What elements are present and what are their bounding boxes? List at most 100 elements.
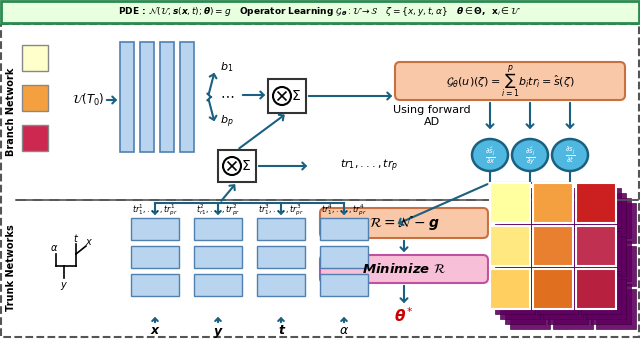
Text: $tr_1^1,...,tr_{pr}^1$: $tr_1^1,...,tr_{pr}^1$ (132, 202, 178, 218)
Bar (576, 183, 616, 223)
Bar (257, 246, 305, 268)
Bar (120, 42, 134, 152)
Bar (22, 85, 48, 111)
Bar (543, 236, 583, 276)
Text: $t_{r1}^2,...,tr_{pr}^2$: $t_{r1}^2,...,tr_{pr}^2$ (196, 202, 240, 218)
Bar (500, 236, 540, 276)
Text: Branch Network: Branch Network (6, 68, 16, 156)
Bar (548, 198, 588, 238)
Text: $\cdots$: $\cdots$ (220, 88, 234, 102)
FancyBboxPatch shape (320, 255, 488, 283)
Bar (533, 183, 573, 223)
Circle shape (273, 87, 291, 105)
Bar (543, 193, 583, 233)
Bar (538, 188, 578, 228)
Text: Using forward
AD: Using forward AD (393, 105, 471, 127)
Bar (533, 269, 573, 309)
Bar (194, 274, 242, 296)
Bar (543, 279, 583, 319)
Bar (490, 183, 530, 223)
Bar (505, 241, 545, 281)
FancyBboxPatch shape (320, 208, 488, 238)
Bar (548, 284, 588, 324)
Ellipse shape (472, 139, 508, 171)
Text: $t$: $t$ (73, 232, 79, 244)
Bar (596, 246, 636, 286)
Text: $y$: $y$ (60, 280, 68, 292)
Text: PDE : $\mathcal{N}(\mathcal{U}, \boldsymbol{s}(\boldsymbol{x},t);\boldsymbol{\th: PDE : $\mathcal{N}(\mathcal{U}, \boldsym… (118, 5, 522, 19)
Bar (257, 218, 305, 240)
Bar (510, 203, 550, 243)
Bar (257, 274, 305, 296)
Text: $\mathcal{U}(T_0)$: $\mathcal{U}(T_0)$ (72, 92, 104, 108)
Bar (490, 226, 530, 266)
Bar (1, 1, 639, 23)
Bar (591, 198, 631, 238)
Bar (576, 226, 616, 266)
Bar (500, 193, 540, 233)
Bar (320, 246, 368, 268)
Bar (581, 231, 621, 271)
Text: $b_p$: $b_p$ (220, 114, 234, 130)
Text: $\mathcal{R} = \mathcal{N} - \boldsymbol{g}$: $\mathcal{R} = \mathcal{N} - \boldsymbol… (369, 214, 439, 233)
Ellipse shape (512, 139, 548, 171)
Text: $\Sigma$: $\Sigma$ (241, 159, 251, 173)
Bar (510, 246, 550, 286)
Bar (320, 218, 368, 240)
Bar (500, 279, 540, 319)
Bar (581, 188, 621, 228)
Text: x: x (151, 324, 159, 338)
Text: Minimize $\mathcal{R}$: Minimize $\mathcal{R}$ (362, 262, 446, 276)
Bar (553, 289, 593, 329)
Bar (533, 226, 573, 266)
Text: $\frac{\partial \hat{s}_j}{\partial y}$: $\frac{\partial \hat{s}_j}{\partial y}$ (525, 144, 535, 166)
Circle shape (223, 157, 241, 175)
Bar (538, 274, 578, 314)
Bar (22, 45, 48, 71)
Bar (586, 193, 626, 233)
Bar (495, 274, 535, 314)
Text: $\mathcal{G}_\theta(u)(\zeta)=\sum_{i=1}^p b_i tr_i = \hat{s}(\zeta)$: $\mathcal{G}_\theta(u)(\zeta)=\sum_{i=1}… (445, 63, 574, 99)
Bar (194, 246, 242, 268)
Bar (131, 274, 179, 296)
Text: $\frac{\partial \hat{s}_j}{\partial x}$: $\frac{\partial \hat{s}_j}{\partial x}$ (484, 144, 495, 166)
Bar (591, 241, 631, 281)
Bar (140, 42, 154, 152)
Bar (495, 188, 535, 228)
Text: $\alpha$: $\alpha$ (50, 243, 58, 253)
Text: $\Sigma$: $\Sigma$ (291, 89, 301, 103)
Bar (505, 284, 545, 324)
FancyBboxPatch shape (395, 62, 625, 100)
Bar (22, 125, 48, 151)
Bar (576, 269, 616, 309)
Bar (548, 241, 588, 281)
Text: $\boldsymbol{\theta}^*$: $\boldsymbol{\theta}^*$ (394, 307, 414, 325)
Text: $\alpha$: $\alpha$ (339, 324, 349, 338)
Bar (553, 203, 593, 243)
Bar (268, 79, 306, 113)
Text: $tr_1^4,...,tr_{pr}^4$: $tr_1^4,...,tr_{pr}^4$ (321, 202, 367, 218)
Bar (194, 218, 242, 240)
Bar (538, 231, 578, 271)
Bar (553, 246, 593, 286)
Bar (131, 218, 179, 240)
Text: $x$: $x$ (85, 237, 93, 247)
Bar (596, 203, 636, 243)
Text: $tr_1, ..., tr_p$: $tr_1, ..., tr_p$ (340, 158, 398, 174)
Text: y: y (214, 324, 222, 338)
Text: $\frac{\partial s_j}{\partial t}$: $\frac{\partial s_j}{\partial t}$ (564, 145, 575, 165)
Bar (591, 284, 631, 324)
Bar (495, 231, 535, 271)
Bar (320, 274, 368, 296)
Text: $tr_1^3,...,tr_{pr}^3$: $tr_1^3,...,tr_{pr}^3$ (258, 202, 304, 218)
Bar (510, 289, 550, 329)
Bar (596, 289, 636, 329)
Text: Trunk Networks: Trunk Networks (6, 225, 16, 312)
Bar (505, 198, 545, 238)
Bar (131, 246, 179, 268)
Bar (160, 42, 174, 152)
Bar (180, 42, 194, 152)
Text: $b_1$: $b_1$ (220, 60, 234, 74)
Bar (586, 236, 626, 276)
Bar (218, 150, 256, 182)
